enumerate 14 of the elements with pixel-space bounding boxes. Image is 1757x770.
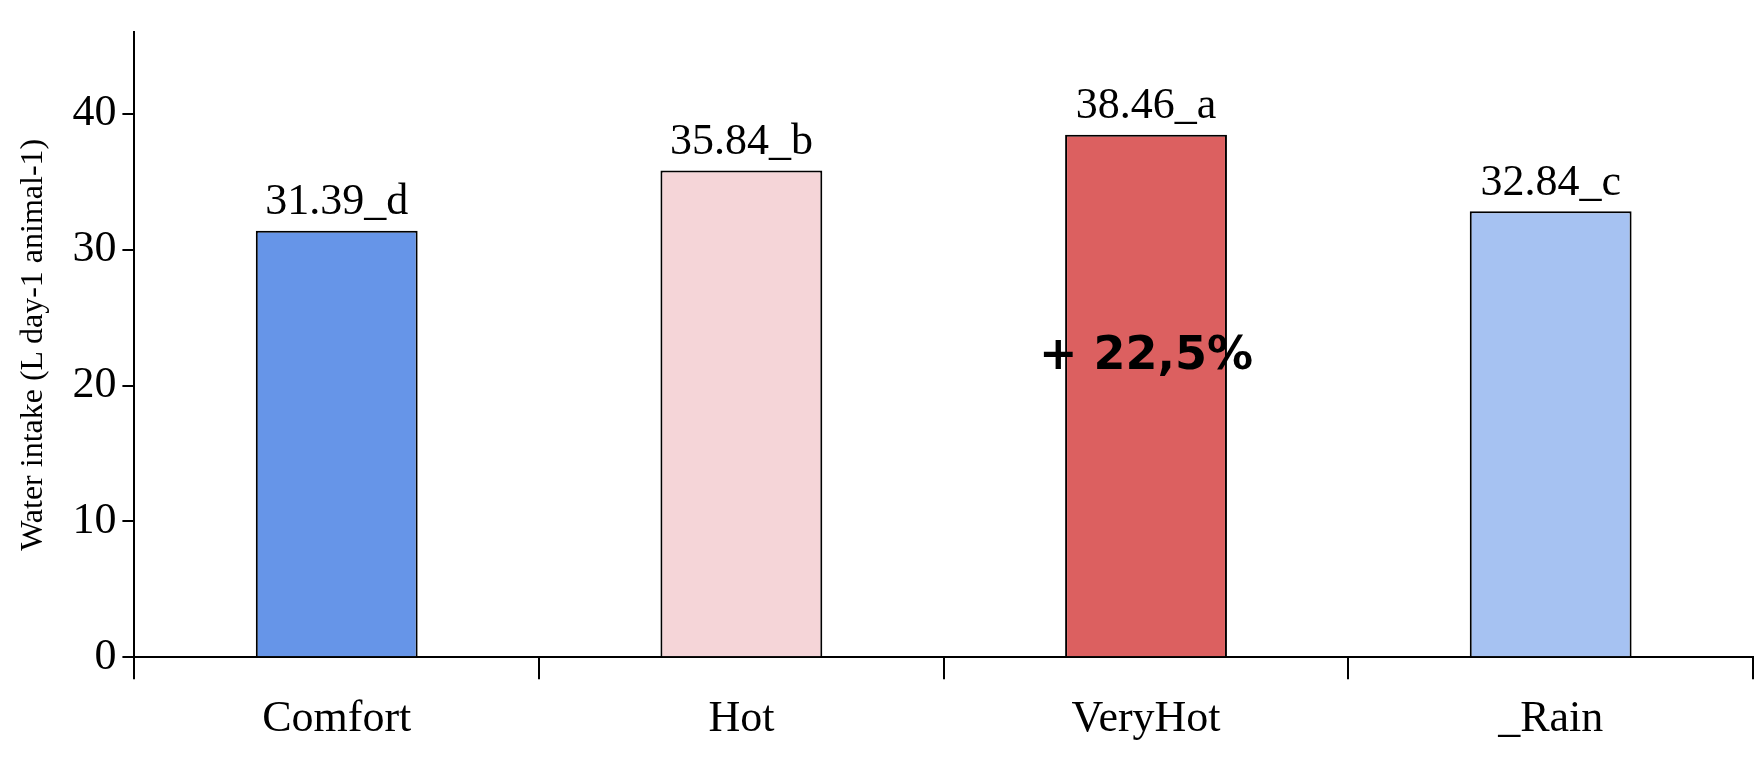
data-label: 31.39_d <box>265 175 409 225</box>
data-label: 35.84_b <box>669 114 813 164</box>
y-tick-label: 30 <box>72 222 117 272</box>
y-tick-label: 20 <box>72 358 117 408</box>
data-label: 38.46_a <box>1075 79 1217 129</box>
data-label: 32.84_c <box>1480 155 1621 205</box>
x-tick-label: _Rain <box>1497 692 1604 742</box>
y-axis-title: Water intake (L day-1 animal-1) <box>12 138 49 551</box>
x-tick-label: Comfort <box>262 692 412 742</box>
x-tick-label: Hot <box>708 692 775 742</box>
x-tick-label: VeryHot <box>1071 692 1221 742</box>
y-tick-label: 40 <box>72 86 117 136</box>
y-tick-label: 10 <box>72 493 117 543</box>
y-tick-label: 0 <box>94 629 117 679</box>
